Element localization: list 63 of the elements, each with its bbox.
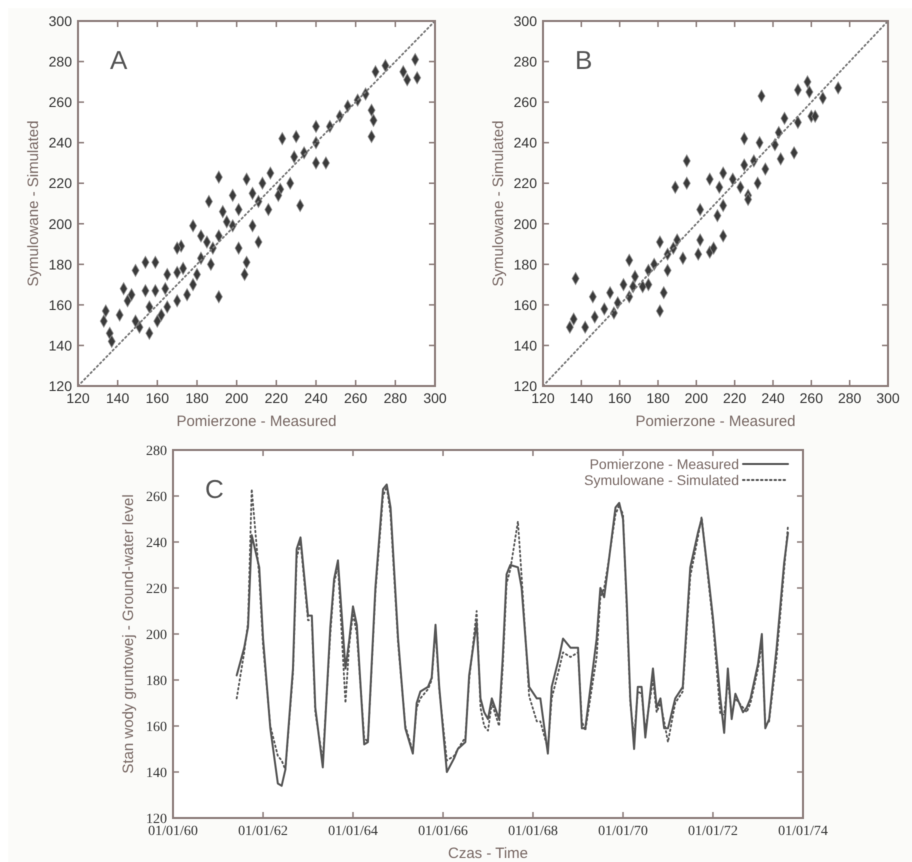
x-axis-title: Czas - Time	[448, 845, 528, 862]
x-tick-label: 01/01/72	[688, 824, 738, 839]
y-tick-label: 280	[48, 54, 72, 70]
y-tick-label: 120	[146, 812, 167, 827]
y-tick-label: 220	[48, 175, 72, 192]
x-tick-label: 260	[344, 390, 368, 406]
y-axis-title: Symulowane - Simulated	[490, 120, 507, 286]
x-tick-label: 220	[264, 390, 288, 406]
y-tick-label: 140	[48, 337, 72, 354]
x-tick-label: 240	[304, 390, 328, 406]
annotation: A	[110, 45, 128, 75]
y-tick-label: 160	[146, 720, 167, 735]
x-tick-label: 300	[423, 390, 447, 406]
x-tick-label: 01/01/66	[418, 824, 468, 839]
x-axis-title: Pomierzone - Measured	[635, 413, 796, 430]
y-tick-label: 240	[146, 536, 167, 551]
x-tick-label: 160	[608, 390, 632, 406]
x-tick-label: 220	[722, 390, 747, 406]
y-tick-label: 200	[48, 216, 72, 232]
x-tick-label: 300	[876, 390, 900, 406]
x-tick-label: 01/01/62	[238, 824, 288, 839]
x-axis-title: Pomierzone - Measured	[176, 413, 337, 430]
x-tick-label: 200	[224, 390, 249, 406]
y-axis-title: Symulowane - Simulated	[25, 120, 42, 286]
y-tick-label: 260	[514, 94, 538, 110]
y-tick-label: 300	[48, 13, 72, 29]
annotation: C	[205, 474, 224, 504]
x-tick-label: 280	[384, 390, 408, 406]
y-tick-label: 160	[48, 296, 72, 313]
y-tick-label: 180	[514, 256, 538, 272]
x-tick-label: 01/01/64	[328, 824, 378, 839]
x-tick-label: 180	[646, 390, 670, 406]
x-tick-label: 01/01/70	[598, 824, 648, 839]
x-tick-label: 01/01/68	[508, 824, 558, 839]
x-tick-label: 01/01/60	[148, 824, 198, 839]
y-tick-label: 240	[514, 134, 538, 151]
x-tick-label: 140	[570, 390, 594, 406]
x-tick-label: 240	[761, 390, 785, 406]
x-tick-label: 180	[185, 390, 209, 406]
x-tick-label: 01/01/74	[778, 824, 828, 839]
y-tick-label: 240	[48, 134, 72, 151]
y-tick-label: 200	[146, 628, 167, 643]
y-tick-label: 260	[48, 94, 72, 110]
annotation: B	[575, 45, 592, 75]
x-tick-label: 260	[800, 390, 824, 406]
legend-label: Symulowane - Simulated	[584, 472, 739, 488]
y-tick-label: 180	[48, 256, 72, 272]
x-tick-label: 140	[106, 390, 130, 406]
legend-label: Pomierzone - Measured	[590, 456, 739, 472]
y-axis-title: Stan wody gruntowej - Ground-water level	[120, 494, 137, 774]
y-tick-label: 140	[146, 766, 167, 781]
y-tick-label: 260	[146, 490, 167, 505]
y-tick-label: 280	[514, 54, 538, 70]
y-tick-label: 220	[514, 175, 538, 192]
y-tick-label: 180	[146, 674, 167, 689]
y-tick-label: 300	[514, 13, 538, 29]
y-tick-label: 140	[514, 337, 538, 354]
x-tick-label: 280	[838, 390, 862, 406]
x-tick-label: 200	[684, 390, 708, 406]
y-tick-label: 220	[146, 582, 167, 597]
y-tick-label: 160	[514, 296, 538, 313]
y-tick-label: 200	[514, 216, 538, 232]
y-tick-label: 280	[146, 444, 167, 459]
